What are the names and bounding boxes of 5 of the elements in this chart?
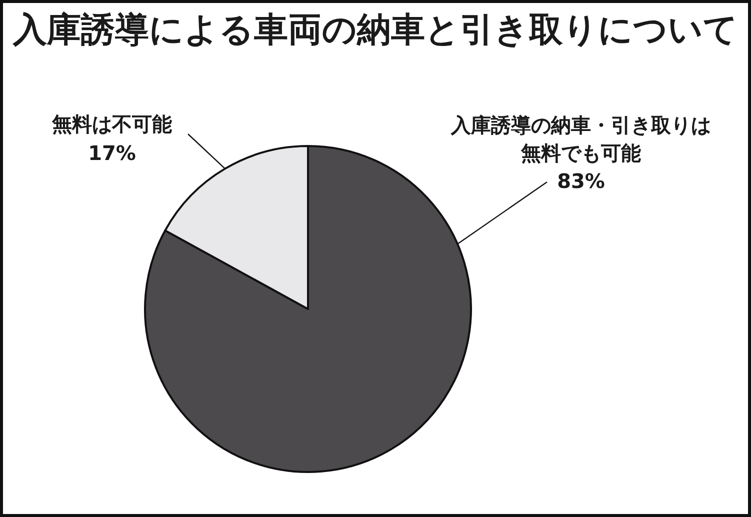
data-label: 17% <box>88 141 136 165</box>
slice-label: 無料は不可能 <box>51 112 172 136</box>
data-label: 83% <box>557 169 605 193</box>
chart-title: 入庫誘導による車両の納車と引き取りについて <box>12 10 738 50</box>
slice-label: 入庫誘導の納車・引き取りは無料でも可能 <box>450 113 711 165</box>
